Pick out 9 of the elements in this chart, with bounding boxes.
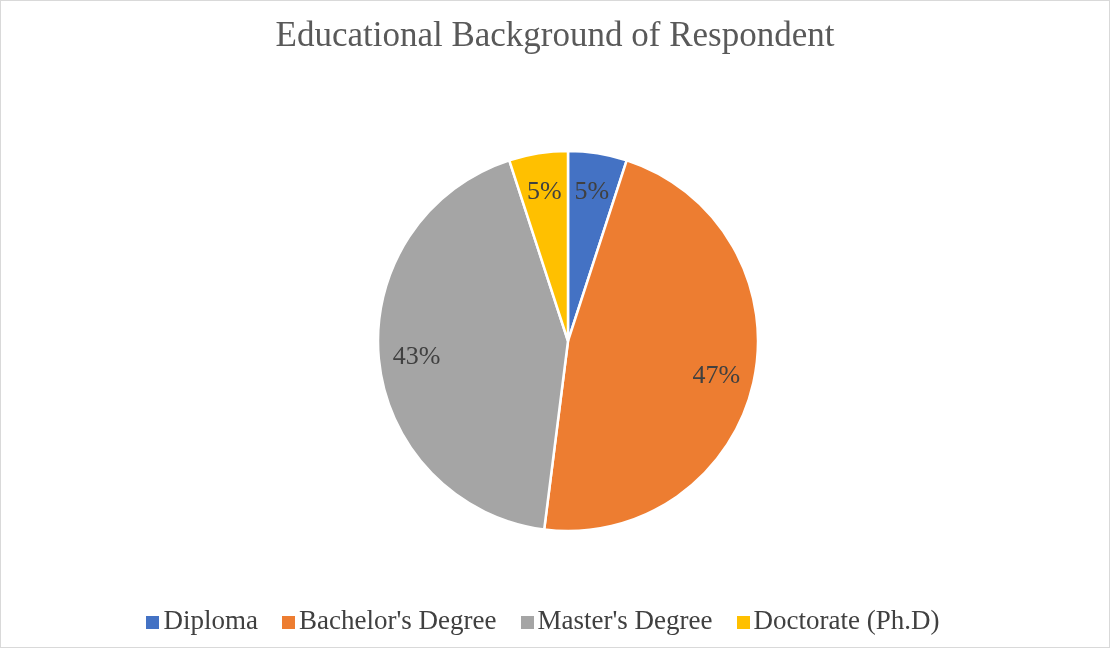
legend-label: Bachelor's Degree xyxy=(298,605,497,635)
legend-label: Doctorate (Ph.D) xyxy=(753,605,940,635)
chart-title: Educational Background of Respondent xyxy=(274,15,836,55)
data-label: 5% xyxy=(526,176,562,206)
legend-label: Master's Degree xyxy=(537,605,713,635)
data-label: 47% xyxy=(692,359,741,389)
data-label: 5% xyxy=(574,176,610,206)
legend-label: Diploma xyxy=(163,605,258,635)
data-label: 43% xyxy=(392,340,441,370)
